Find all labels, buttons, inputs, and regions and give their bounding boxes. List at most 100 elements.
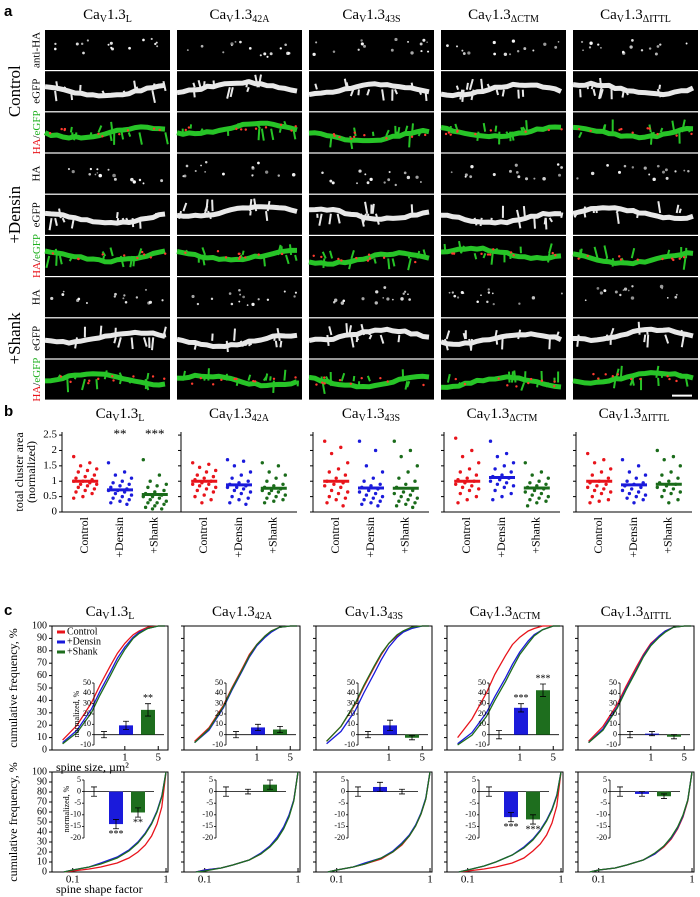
data-point	[246, 479, 250, 483]
spine	[473, 252, 478, 260]
puncta	[551, 251, 554, 255]
spine	[465, 82, 469, 90]
title-subscript: 43S	[385, 413, 401, 424]
inset-y-tick-label: -20	[596, 833, 607, 842]
puncta	[423, 133, 427, 137]
error-bar	[486, 786, 492, 797]
spine	[599, 77, 603, 90]
spine	[185, 249, 190, 256]
data-point	[500, 473, 504, 477]
puncta	[200, 164, 202, 167]
spine	[656, 88, 662, 98]
spine	[655, 365, 660, 378]
title-text: Ca	[600, 7, 617, 23]
data-point	[488, 479, 493, 483]
puncta	[80, 42, 84, 46]
micrograph	[573, 30, 698, 70]
y-tick-label: 1.5	[43, 459, 57, 471]
puncta	[630, 296, 635, 300]
inset-y-tick-label: 40	[478, 688, 486, 697]
micrograph	[177, 318, 302, 359]
data-point	[323, 439, 327, 443]
puncta	[340, 259, 343, 262]
title-subscript: 43S	[385, 14, 401, 25]
puncta	[246, 304, 249, 307]
data-point	[592, 488, 597, 493]
data-point	[202, 493, 206, 497]
channel-label-part: HA	[31, 138, 43, 154]
puncta	[382, 297, 385, 299]
puncta	[631, 131, 634, 134]
spine	[292, 128, 297, 140]
data-point	[602, 457, 606, 462]
spine	[350, 249, 355, 259]
dendrite	[44, 248, 166, 265]
spine	[646, 334, 650, 348]
channel-label: eGFP	[31, 79, 43, 104]
data-point	[214, 468, 218, 473]
data-point	[204, 470, 209, 474]
spine	[543, 217, 547, 225]
puncta	[263, 52, 267, 56]
puncta	[107, 168, 110, 171]
spine	[61, 86, 67, 92]
micrograph	[45, 277, 170, 318]
data-point	[346, 461, 350, 465]
spine	[555, 331, 560, 340]
x-tick-label: 1	[122, 752, 128, 764]
inset-y-tick-label: 40	[215, 688, 223, 697]
data-point	[544, 499, 548, 503]
data-point	[525, 504, 530, 508]
spine	[486, 83, 492, 91]
data-point	[283, 493, 287, 497]
spine	[366, 375, 371, 382]
spine	[424, 89, 428, 102]
puncta	[654, 52, 658, 56]
puncta	[54, 47, 57, 51]
spine	[146, 372, 150, 380]
puncta	[138, 178, 142, 182]
dendrite	[176, 204, 298, 219]
data-point	[636, 490, 641, 494]
data-point	[157, 473, 162, 477]
data-point	[406, 470, 410, 474]
cumulative-line	[589, 771, 693, 873]
data-point	[239, 491, 243, 496]
dendrite	[44, 210, 166, 226]
puncta	[259, 54, 262, 57]
puncta	[664, 168, 668, 172]
data-point	[74, 476, 78, 480]
dendrite	[176, 79, 298, 96]
puncta	[506, 384, 509, 387]
x-tick-label: Control	[328, 516, 342, 553]
puncta	[186, 49, 189, 52]
title-text: Ca	[345, 604, 362, 620]
legend-label: +Shank	[67, 646, 98, 657]
spine	[229, 87, 234, 98]
y-tick-label: 20	[37, 719, 47, 730]
spine	[70, 90, 74, 101]
data-point	[248, 470, 253, 474]
channel-label: eGFP	[31, 202, 43, 227]
group-label: +Densin	[5, 185, 24, 243]
puncta	[147, 301, 151, 305]
puncta	[469, 175, 473, 179]
puncta	[640, 49, 644, 52]
puncta	[616, 373, 620, 376]
puncta	[118, 132, 121, 136]
puncta	[492, 40, 496, 45]
data-point	[92, 487, 97, 491]
micrograph	[177, 30, 302, 70]
inset-y-axis-label: normalized, %	[72, 690, 81, 737]
spine	[536, 382, 539, 388]
spine	[348, 258, 353, 270]
x-tick-label: 1	[517, 752, 523, 764]
dendrite	[308, 373, 430, 390]
spine	[520, 126, 524, 132]
title-subscript: V	[226, 14, 234, 25]
data-point	[380, 470, 385, 474]
puncta	[277, 174, 281, 177]
spine	[510, 131, 515, 141]
spine	[657, 201, 662, 214]
